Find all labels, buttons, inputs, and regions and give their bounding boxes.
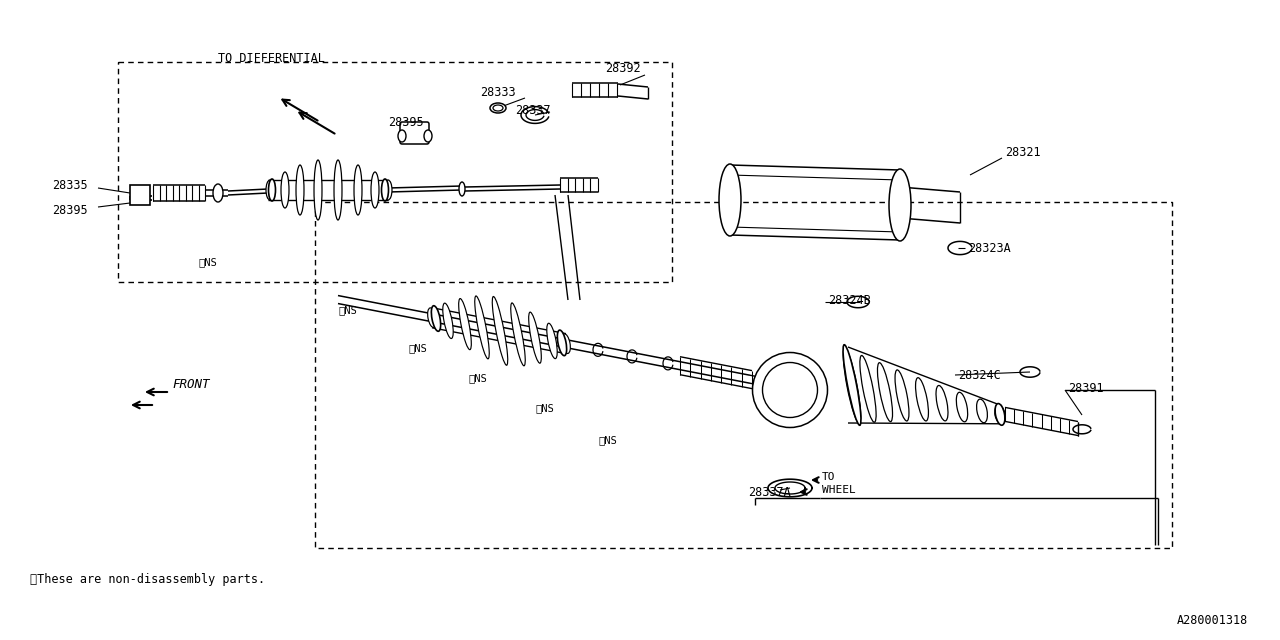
Ellipse shape (529, 312, 541, 363)
Text: 28337: 28337 (515, 104, 550, 116)
Ellipse shape (977, 399, 987, 423)
Ellipse shape (895, 370, 909, 421)
Ellipse shape (371, 172, 379, 208)
Ellipse shape (995, 406, 1005, 423)
Ellipse shape (458, 299, 471, 349)
Ellipse shape (493, 296, 508, 365)
Text: 28337A: 28337A (748, 486, 791, 499)
Ellipse shape (296, 165, 305, 215)
Ellipse shape (475, 296, 489, 359)
Ellipse shape (269, 179, 275, 201)
Text: ※These are non-disassembly parts.: ※These are non-disassembly parts. (29, 573, 265, 586)
Ellipse shape (844, 345, 861, 425)
Ellipse shape (398, 130, 406, 142)
Text: 28395: 28395 (52, 204, 87, 216)
Ellipse shape (915, 378, 928, 421)
Ellipse shape (753, 353, 827, 428)
Text: ※NS: ※NS (408, 343, 426, 353)
Ellipse shape (384, 180, 392, 200)
Text: ※NS: ※NS (198, 257, 216, 267)
Text: 28324B: 28324B (828, 294, 870, 307)
Text: WHEEL: WHEEL (822, 485, 856, 495)
Ellipse shape (878, 363, 892, 422)
Ellipse shape (381, 179, 389, 201)
Ellipse shape (844, 348, 860, 423)
Ellipse shape (428, 308, 436, 328)
Text: 28324C: 28324C (957, 369, 1001, 381)
Bar (131, 185, 150, 205)
Text: A280001318: A280001318 (1176, 614, 1248, 627)
Ellipse shape (282, 172, 289, 208)
Ellipse shape (936, 385, 948, 421)
Ellipse shape (719, 164, 741, 236)
Text: 28321: 28321 (1005, 145, 1041, 159)
Ellipse shape (547, 323, 557, 358)
Ellipse shape (557, 330, 567, 356)
Text: 28395: 28395 (388, 115, 424, 129)
Text: 28335: 28335 (52, 179, 87, 191)
FancyBboxPatch shape (401, 122, 429, 144)
Ellipse shape (431, 306, 440, 332)
Text: TO DIFFERENTIAL: TO DIFFERENTIAL (218, 51, 325, 65)
Ellipse shape (443, 303, 453, 339)
Text: 28392: 28392 (605, 61, 640, 74)
Ellipse shape (956, 392, 968, 422)
Ellipse shape (890, 169, 911, 241)
Ellipse shape (490, 103, 506, 113)
Ellipse shape (460, 182, 465, 196)
Text: 28333: 28333 (480, 86, 516, 99)
Text: FRONT: FRONT (172, 378, 210, 392)
Text: ※NS: ※NS (338, 305, 357, 315)
Ellipse shape (860, 355, 876, 422)
Ellipse shape (424, 130, 433, 142)
Ellipse shape (212, 184, 223, 202)
Ellipse shape (266, 180, 274, 200)
Ellipse shape (493, 105, 503, 111)
Ellipse shape (995, 404, 1005, 425)
Text: TO: TO (822, 472, 836, 482)
Ellipse shape (562, 334, 571, 353)
Text: 28391: 28391 (1068, 381, 1103, 394)
Text: ※NS: ※NS (468, 373, 486, 383)
Ellipse shape (763, 362, 818, 417)
Ellipse shape (314, 160, 323, 220)
Ellipse shape (511, 303, 525, 366)
Ellipse shape (355, 165, 362, 215)
Ellipse shape (334, 160, 342, 220)
Text: ※NS: ※NS (535, 403, 554, 413)
Text: 28323A: 28323A (968, 241, 1011, 255)
Text: ※NS: ※NS (598, 435, 617, 445)
